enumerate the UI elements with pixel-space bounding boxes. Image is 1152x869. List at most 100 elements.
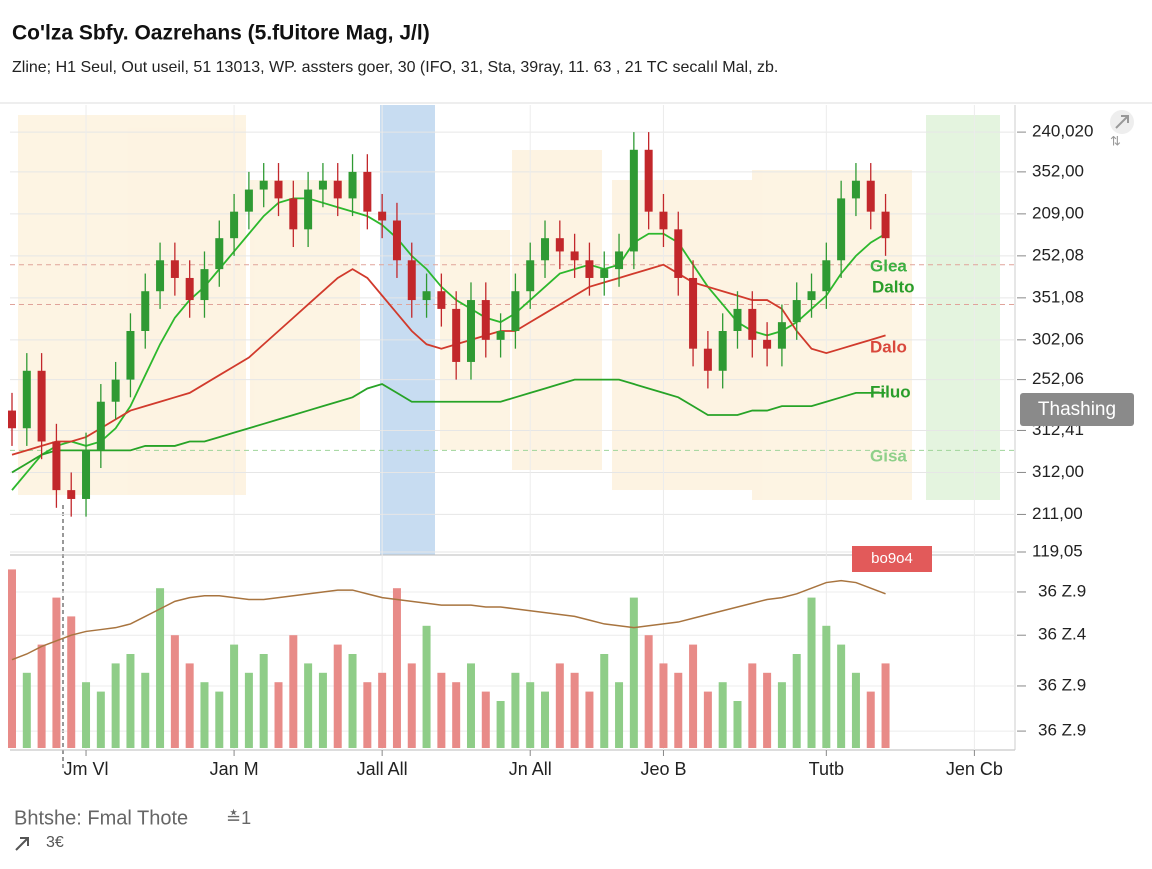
volume-bar bbox=[496, 701, 505, 748]
x-tick-label: Jeo B bbox=[640, 759, 686, 779]
candle-body bbox=[615, 251, 624, 270]
x-tick-label: Jall All bbox=[357, 759, 408, 779]
volume-bar bbox=[600, 654, 609, 748]
chart-subtitle: Zline; H1 Seul, Out useil, 51 13013, WP.… bbox=[12, 59, 778, 76]
volume-bar bbox=[200, 682, 209, 748]
candle-body bbox=[481, 300, 490, 340]
candle-body bbox=[437, 291, 446, 309]
volume-bar bbox=[659, 663, 668, 748]
annotation: Filuo bbox=[870, 382, 911, 401]
candle-body bbox=[496, 331, 505, 340]
candle-body bbox=[126, 331, 135, 380]
volume-bar bbox=[452, 682, 461, 748]
candle-body bbox=[82, 450, 91, 499]
candle-body bbox=[52, 441, 61, 491]
candle-body bbox=[541, 238, 550, 261]
candle-body bbox=[733, 308, 742, 331]
candle-body bbox=[422, 291, 431, 301]
volume-bar bbox=[644, 635, 653, 748]
volume-bar bbox=[126, 654, 135, 748]
candle-body bbox=[141, 291, 150, 331]
candle-body bbox=[200, 269, 209, 301]
annotation: Dalo bbox=[870, 337, 907, 356]
volume-bar bbox=[392, 588, 401, 748]
candle-body bbox=[777, 322, 786, 349]
volume-bar bbox=[67, 616, 76, 748]
x-tick-label: Tutb bbox=[809, 759, 844, 779]
candle-body bbox=[244, 189, 253, 212]
volume-bar bbox=[703, 691, 712, 748]
volume-bar bbox=[348, 654, 357, 748]
volume-bar bbox=[481, 691, 490, 748]
volume-bar bbox=[363, 682, 372, 748]
x-tick-label: Jm Vl bbox=[64, 759, 109, 779]
icon-arrow bbox=[1115, 115, 1129, 129]
volume-bar bbox=[851, 672, 860, 748]
candle-body bbox=[763, 339, 772, 349]
volume-line bbox=[11, 579, 886, 661]
y-tick-label: 36 Z.4 bbox=[1038, 625, 1086, 644]
candle-body bbox=[392, 220, 401, 261]
volume-bar bbox=[763, 672, 772, 748]
x-tick-label: Jan M bbox=[210, 759, 259, 779]
volume-bar bbox=[733, 701, 742, 748]
volume-bar bbox=[555, 663, 564, 748]
candle-body bbox=[644, 149, 653, 212]
candle-body bbox=[259, 180, 268, 190]
candle-body bbox=[748, 308, 757, 340]
candle-body bbox=[659, 211, 668, 230]
candle-body bbox=[703, 348, 712, 371]
highlight-band bbox=[380, 105, 435, 555]
volume-bar bbox=[304, 663, 313, 748]
volume-bar bbox=[689, 644, 698, 748]
moving-average bbox=[11, 378, 886, 474]
volume-bar bbox=[881, 663, 890, 748]
footer-note: 3€ bbox=[46, 834, 64, 851]
candle-body bbox=[792, 300, 801, 323]
volume-bar bbox=[82, 682, 91, 748]
candle-body bbox=[215, 238, 224, 270]
tooltip-text: Thashing bbox=[1038, 399, 1116, 420]
volume-bar bbox=[792, 654, 801, 748]
volume-bar bbox=[407, 663, 416, 748]
candle-body bbox=[629, 149, 638, 252]
badge-text: bo9o4 bbox=[871, 550, 913, 567]
moving-average bbox=[11, 263, 886, 456]
footer-icon: ≛1 bbox=[226, 808, 251, 828]
candle-body bbox=[378, 211, 387, 221]
volume-bar bbox=[422, 625, 431, 748]
candle-body bbox=[289, 198, 298, 230]
volume-bar bbox=[259, 654, 268, 748]
volume-bar bbox=[777, 682, 786, 748]
y-tick-label: 240,020 bbox=[1032, 122, 1093, 141]
volume-bar bbox=[22, 672, 31, 748]
volume-bar bbox=[541, 691, 550, 748]
volume-bar bbox=[244, 672, 253, 748]
volume-bar bbox=[274, 682, 283, 748]
candle-body bbox=[333, 180, 342, 199]
highlight-zone bbox=[926, 115, 1000, 500]
annotation: Glea bbox=[870, 256, 907, 275]
candle-body bbox=[37, 370, 46, 442]
volume-bar bbox=[718, 682, 727, 748]
volume-bar bbox=[466, 663, 475, 748]
tooltip-box bbox=[1020, 393, 1134, 426]
volume-bar bbox=[674, 672, 683, 748]
volume-bar bbox=[378, 672, 387, 748]
candle-body bbox=[363, 171, 372, 212]
candle-body bbox=[689, 277, 698, 349]
candle-body bbox=[452, 308, 461, 362]
y-tick-label: 211,00 bbox=[1032, 504, 1083, 523]
candle-body bbox=[96, 401, 105, 451]
volume-bar bbox=[289, 635, 298, 748]
volume-bars bbox=[8, 569, 890, 748]
volume-bar bbox=[52, 597, 61, 748]
volume-bar bbox=[511, 672, 520, 748]
y-tick-label: 302,06 bbox=[1032, 329, 1084, 348]
candle-body bbox=[111, 379, 120, 402]
candle-body bbox=[185, 277, 194, 301]
candle-body bbox=[318, 180, 327, 190]
candle-body bbox=[807, 291, 816, 301]
volume-bar bbox=[629, 597, 638, 748]
